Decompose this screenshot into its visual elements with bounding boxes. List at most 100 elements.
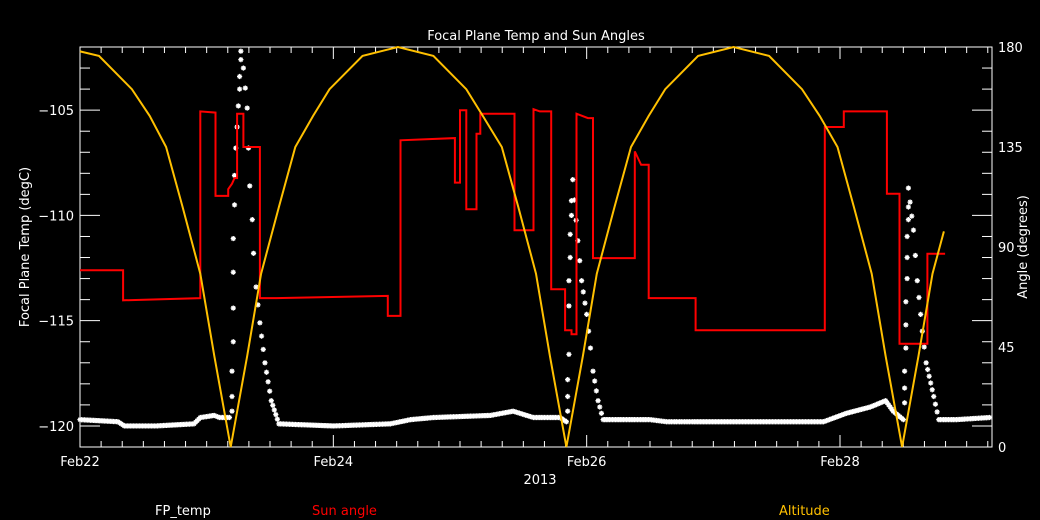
fp-temp-marker [258, 333, 265, 339]
fp-temp-marker [902, 368, 908, 374]
legend-fp-temp: FP_temp [155, 504, 211, 519]
fp-temp-marker [250, 250, 257, 256]
fp-temp-marker [577, 258, 583, 264]
fp-temp-marker [903, 322, 909, 328]
fp-temp-marker [926, 373, 932, 379]
fp-temp-marker [934, 409, 940, 415]
fp-temp-marker [587, 345, 594, 351]
fp-temp-marker [592, 378, 598, 384]
fp-temp-marker [909, 213, 915, 219]
plot-frame [79, 46, 993, 448]
y-tick-label-right: 180 [998, 41, 1023, 56]
fp-temp-marker [267, 388, 273, 394]
fp-temp-marker [249, 217, 255, 223]
fp-temp-marker [568, 198, 575, 204]
series-layer [77, 45, 993, 448]
fp-temp-marker [928, 380, 934, 386]
fp-temp-marker [568, 212, 575, 219]
fp-temp-marker [907, 199, 913, 205]
fp-temp-marker [932, 401, 939, 407]
fp-temp-marker [582, 300, 588, 306]
fp-temp-marker [230, 235, 236, 242]
y-tick-label-left: −105 [38, 104, 74, 119]
fp-temp-marker [270, 402, 276, 408]
y-tick-label-right: 90 [998, 241, 1015, 256]
fp-temp-marker [238, 48, 244, 54]
x-tick-label: Feb28 [820, 455, 860, 470]
y-axis-right-label: Angle (degrees) [1016, 195, 1031, 299]
sun-angle-line [80, 107, 946, 345]
fp-temp-marker [237, 73, 243, 80]
fp-temp-marker [579, 278, 585, 284]
axis-ticks: Feb22 Feb24 Feb26 Feb28 −120 −115 −110 −105 0 45 9… [38, 41, 1023, 470]
y-tick-label-left: −120 [38, 420, 74, 435]
fp-temp-marker [904, 233, 910, 240]
fp-temp-marker [565, 408, 571, 414]
fp-temp-marker [914, 278, 920, 284]
fp-temp-marker [274, 416, 280, 422]
fp-temp-marker [245, 145, 252, 151]
fp-temp-marker [238, 57, 244, 63]
x-axis-label: 2013 [523, 473, 556, 488]
fp-temp-marker [231, 202, 238, 208]
y-axis-left-label: Focal Plane Temp (degC) [18, 167, 33, 327]
fp-temp-marker [229, 368, 235, 374]
fp-temp-marker [237, 86, 243, 92]
fp-temp-marker [590, 368, 596, 374]
fp-temp-marker [902, 400, 908, 406]
fp-temp-marker [215, 414, 221, 420]
fp-temp-marker [226, 414, 233, 421]
fp-temp-marker [921, 344, 927, 350]
fp-temp-marker [571, 197, 578, 203]
fp-temp-marker [903, 299, 909, 305]
fp-temp-marker [598, 410, 605, 416]
fp-temp-marker [566, 351, 572, 357]
fp-temp-marker [910, 227, 917, 233]
fp-temp-marker [580, 289, 586, 295]
x-tick-label: Feb26 [567, 455, 607, 470]
fp-temp-marker [230, 339, 236, 345]
y-tick-label-left: −110 [38, 209, 74, 224]
fp-temp-marker [904, 275, 910, 282]
fp-temp-marker [244, 105, 250, 111]
fp-temp-marker [268, 398, 274, 404]
fp-temp-marker [595, 398, 601, 404]
x-tick-label: Feb22 [60, 455, 100, 470]
fp-temp-marker [242, 85, 248, 91]
fp-temp-marker [931, 393, 937, 400]
fp-temp-marker [900, 417, 906, 423]
fp-temp-marker [247, 183, 253, 189]
fp-temp-marker [273, 411, 279, 418]
y-tick-label-right: 135 [998, 141, 1023, 156]
fp-temp-series [77, 48, 993, 429]
fp-temp-marker [575, 238, 581, 244]
fp-temp-marker [211, 412, 217, 419]
fp-temp-marker [567, 231, 573, 237]
fp-temp-marker [563, 419, 569, 425]
fp-temp-marker [584, 311, 590, 317]
fp-temp-marker [918, 311, 924, 317]
y-tick-label-right: 0 [998, 441, 1006, 456]
fp-temp-marker [566, 303, 572, 309]
fp-temp-marker [260, 346, 266, 353]
fp-temp-marker [233, 145, 239, 151]
fp-temp-marker [916, 294, 922, 301]
fp-temp-marker [235, 103, 241, 109]
fp-temp-marker [565, 393, 571, 400]
fp-temp-marker [904, 254, 910, 261]
y-tick-label-right: 45 [998, 341, 1015, 356]
fp-temp-marker [925, 366, 931, 373]
fp-temp-marker [230, 305, 236, 311]
fp-temp-marker [213, 413, 219, 419]
fp-temp-marker [566, 278, 572, 284]
fp-temp-marker [905, 204, 911, 210]
fp-temp-marker [570, 177, 576, 183]
fp-temp-marker [902, 385, 908, 391]
x-tick-label: Feb24 [314, 455, 354, 470]
fp-temp-marker [585, 328, 592, 334]
fp-temp-marker [986, 414, 993, 421]
y-tick-label-left: −115 [38, 315, 74, 330]
fp-temp-marker [253, 284, 259, 290]
fp-temp-marker [262, 360, 268, 366]
fp-temp-marker [912, 252, 918, 259]
